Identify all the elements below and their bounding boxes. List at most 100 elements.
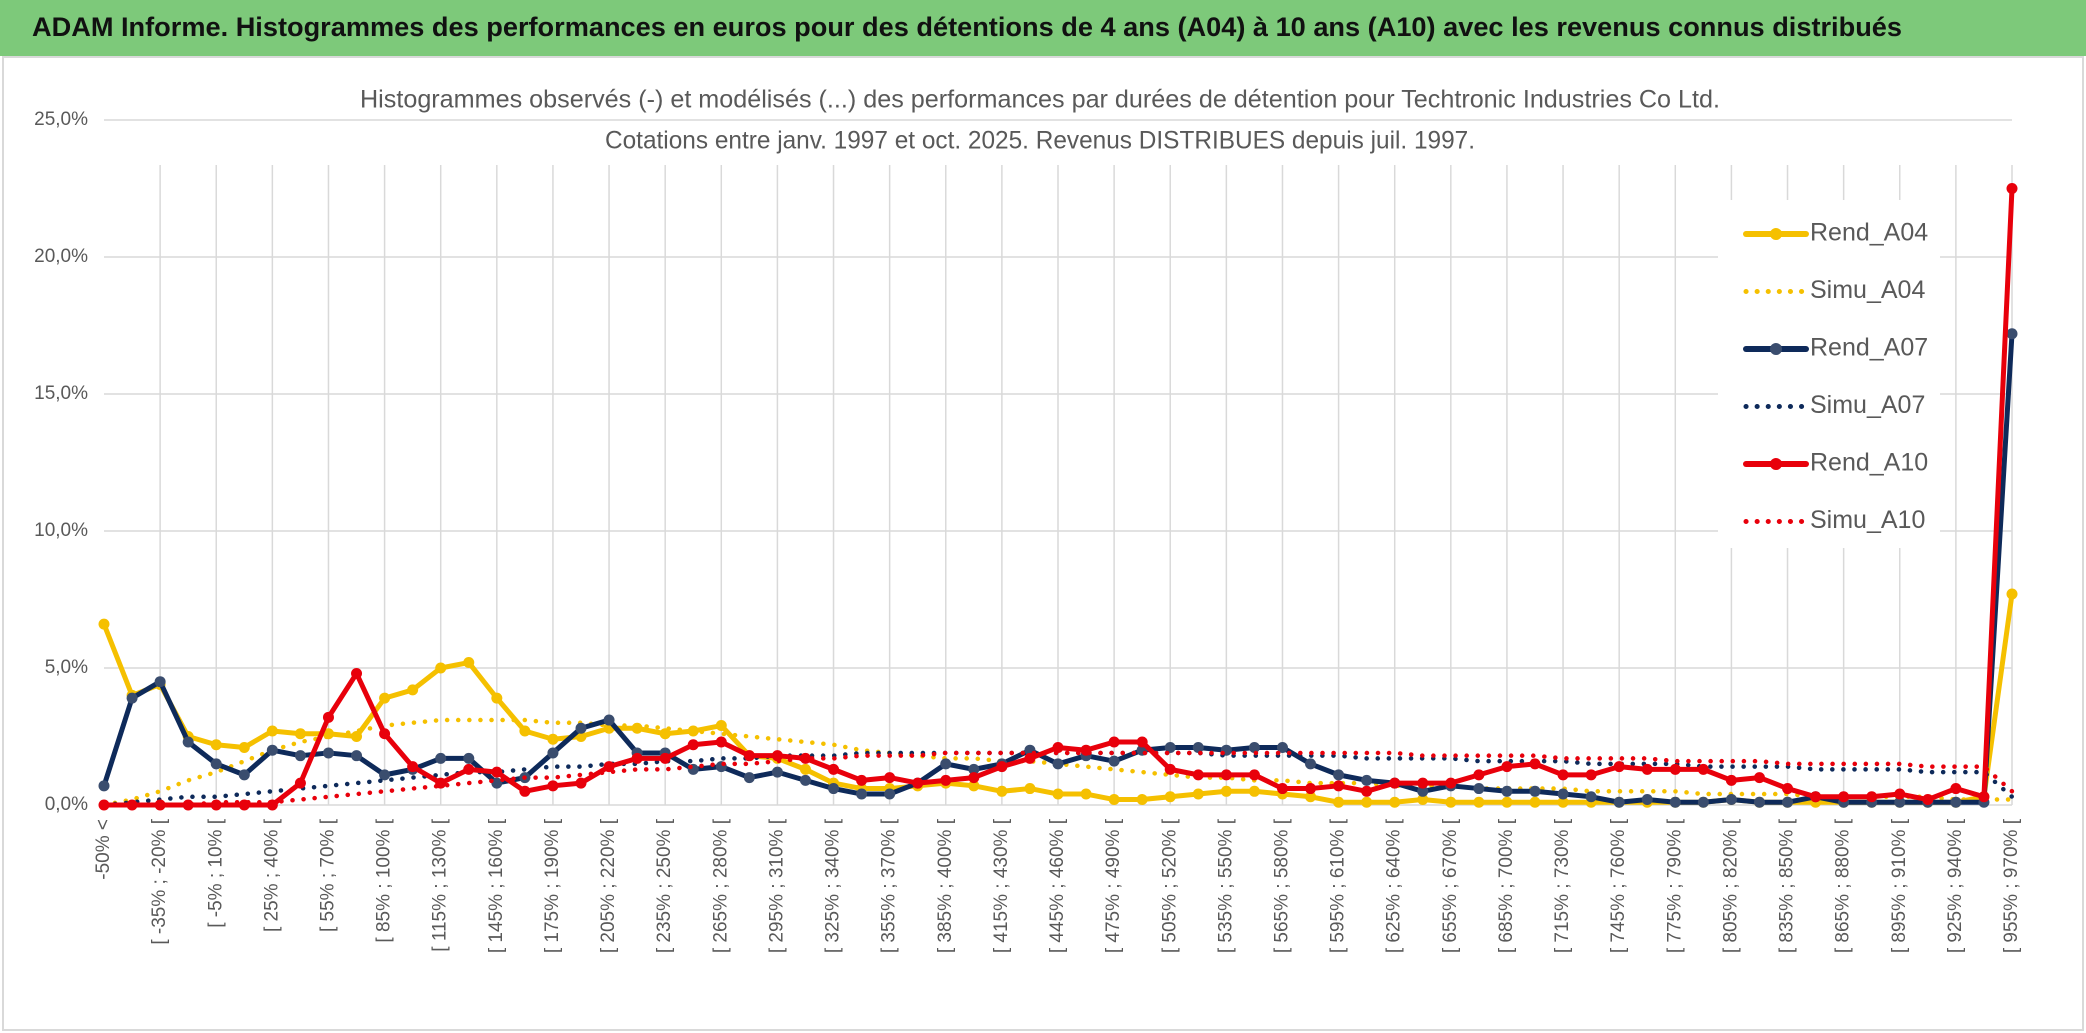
legend-marker [1770,228,1782,240]
data-point [968,780,980,792]
y-tick-label: 25,0% [34,109,88,130]
data-point [687,739,699,751]
x-tick-label: [ 535% ; 550% [ [1215,818,1236,953]
data-point [1613,761,1625,773]
data-point [1697,763,1709,775]
data-point [1417,777,1429,789]
x-tick-label: [ 115% ; 130% [ [430,818,451,951]
data-point [1220,769,1232,781]
data-point [322,711,334,723]
data-point [940,774,952,786]
x-tick-label: [ 715% ; 730% [ [1552,818,1573,953]
y-tick-label: 20,0% [34,246,88,267]
data-point [435,752,447,764]
x-tick-label: [ 235% ; 250% [ [654,818,675,953]
x-tick-label: [ 265% ; 280% [ [710,818,731,953]
data-point [799,774,811,786]
x-tick-label: [ 595% ; 610% [ [1328,818,1349,953]
data-point [1445,796,1457,808]
data-point [407,761,419,773]
x-tick-label: [ 415% ; 430% [ [991,818,1012,953]
data-point [1333,769,1345,781]
x-tick-label: [ 655% ; 670% [ [1440,818,1461,953]
data-point [210,758,222,770]
x-tick-label: [ 505% ; 520% [ [1159,818,1180,953]
data-point [715,720,727,732]
data-point [1473,796,1485,808]
data-point [379,769,391,781]
data-point [1192,788,1204,800]
x-tick-label: [ 325% ; 340% [ [823,818,844,953]
x-tick-label: -50% < [93,819,114,880]
data-point [771,750,783,762]
y-tick-label: 5,0% [45,657,88,678]
series-line [101,750,2015,808]
data-point [1557,788,1569,800]
data-point [1501,796,1513,808]
data-point [659,728,671,740]
data-point [1529,785,1541,797]
x-tick-label: [ 805% ; 820% [ [1720,818,1741,953]
data-point [379,692,391,704]
x-tick-label: [ 865% ; 880% [ [1833,818,1854,953]
x-tick-label: [ 565% ; 580% [ [1271,818,1292,953]
data-point [1220,785,1232,797]
data-point [1613,796,1625,808]
data-point [1417,785,1429,797]
header-bar [0,0,2086,56]
data-point [238,741,250,753]
data-point [1753,796,1765,808]
data-point [1810,791,1822,803]
legend-box [1718,200,1940,548]
data-point [463,657,475,669]
data-point [1922,794,1934,806]
data-point [1641,763,1653,775]
x-tick-label: [ 475% ; 490% [ [1103,818,1124,953]
legend-label: Rend_A04 [1810,219,1928,247]
x-tick-label: [ 175% ; 190% [ [542,818,563,953]
data-point [547,733,559,745]
data-point [1108,755,1120,767]
x-tick-label: [ 445% ; 460% [ [1047,818,1068,953]
data-point [1950,783,1962,795]
data-point [182,736,194,748]
data-point [1361,796,1373,808]
data-point [631,752,643,764]
x-tick-label: [ 145% ; 160% [ [486,818,507,953]
data-point [1866,791,1878,803]
data-point [1024,783,1036,795]
legend-label: Simu_A04 [1810,276,1925,304]
data-point [547,747,559,759]
data-point [351,731,363,742]
x-tick-label: [ -5% ; 10% [ [205,818,226,927]
data-point [912,777,924,789]
data-point [1276,783,1288,795]
data-point [2006,328,2018,340]
data-point [1164,763,1176,775]
data-point [379,728,391,740]
data-point [126,799,138,811]
data-point [575,777,587,789]
data-point [1052,758,1064,770]
data-point [1305,758,1317,770]
data-point [1136,736,1148,748]
data-point [491,692,503,704]
data-point [1361,785,1373,797]
data-point [1894,788,1906,800]
data-point [1136,794,1148,806]
x-tick-label: [ 745% ; 760% [ [1608,818,1629,953]
data-point [603,761,615,773]
data-point [575,722,587,734]
data-point [463,763,475,775]
y-tick-label: 15,0% [34,383,88,404]
x-tick-label: [ 205% ; 220% [ [598,818,619,953]
data-point [1894,796,1906,808]
data-point [1052,788,1064,800]
x-tick-label: [ 295% ; 310% [ [766,818,787,953]
data-point [799,763,811,775]
data-point [743,750,755,762]
data-point [1641,794,1653,806]
data-point [1164,791,1176,803]
data-point [351,667,363,679]
